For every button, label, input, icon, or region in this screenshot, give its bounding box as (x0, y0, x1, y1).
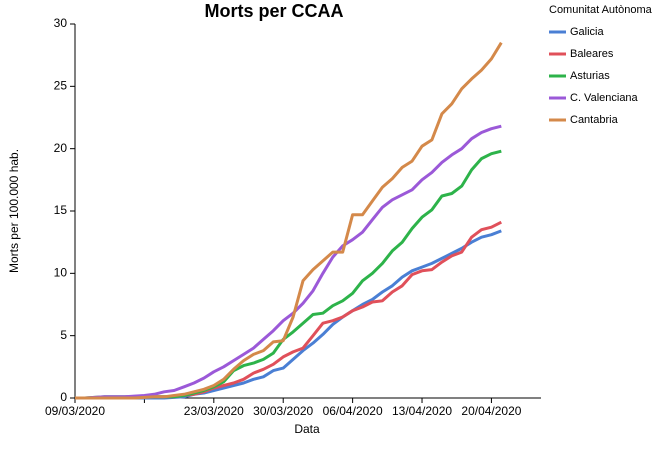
legend-label: Galicia (570, 26, 605, 38)
legend-label: Cantabria (570, 114, 619, 126)
x-tick-label: 30/03/2020 (253, 404, 313, 418)
series-line (75, 220, 502, 400)
x-tick-label: 13/04/2020 (392, 404, 452, 418)
legend-label: Baleares (570, 48, 614, 60)
y-tick-label: 0 (60, 390, 67, 404)
legend-label: C. Valenciana (570, 92, 639, 104)
y-tick-label: 15 (54, 203, 68, 217)
y-tick-label: 10 (54, 266, 68, 280)
y-tick-label: 20 (54, 141, 68, 155)
y-tick-label: 30 (54, 16, 68, 30)
y-tick-label: 25 (54, 79, 68, 93)
x-tick-label: 09/03/2020 (45, 404, 105, 418)
series-line (75, 124, 502, 400)
series-line (75, 149, 502, 400)
legend-title: Comunitat Autònoma (549, 4, 653, 16)
y-axis-label: Morts per 100.000 hab. (7, 149, 21, 273)
series-line (75, 41, 503, 400)
chart-title: Morts per CCAA (204, 1, 343, 21)
x-tick-label: 23/03/2020 (184, 404, 244, 418)
x-tick-label: 20/04/2020 (461, 404, 521, 418)
x-tick-label: 06/04/2020 (323, 404, 383, 418)
legend-label: Asturias (570, 70, 610, 82)
x-axis-label: Data (294, 422, 320, 436)
series-line (75, 229, 502, 400)
y-tick-label: 5 (60, 328, 67, 342)
